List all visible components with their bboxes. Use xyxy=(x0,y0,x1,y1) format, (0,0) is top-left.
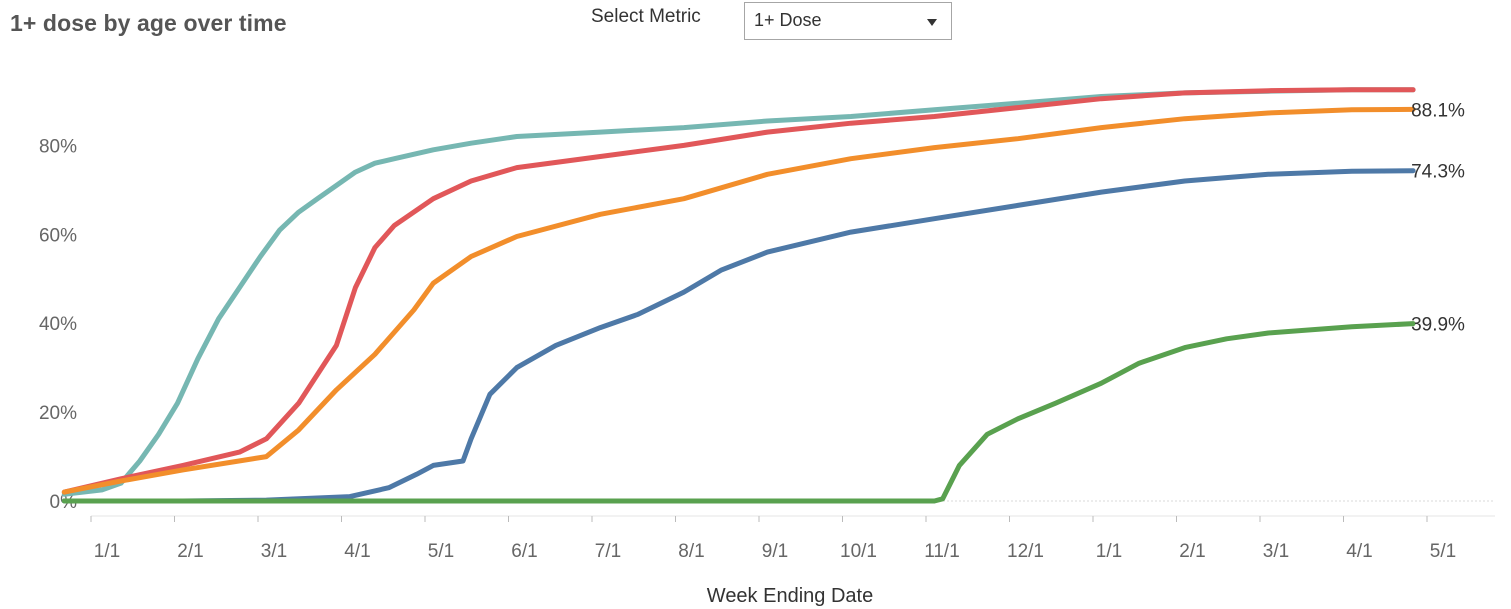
series-line-3[interactable] xyxy=(61,106,1416,495)
x-tick-label: 5/1 xyxy=(428,541,454,562)
x-tick-label: 4/1 xyxy=(344,541,370,562)
x-tick-label: 3/1 xyxy=(1263,541,1289,562)
metric-dropdown-value: 1+ Dose xyxy=(754,10,822,30)
x-tick-label: 8/1 xyxy=(678,541,704,562)
caret-down-icon[interactable] xyxy=(927,19,937,26)
x-tick-label: 10/1 xyxy=(840,541,877,562)
end-labels: 88.1% 74.3% 39.9% xyxy=(1411,100,1465,335)
end-value-label: 39.9% xyxy=(1411,315,1465,336)
x-tick-label: 7/1 xyxy=(595,541,621,562)
x-axis-title: Week Ending Date xyxy=(707,585,873,607)
y-tick-label: 60% xyxy=(39,225,77,246)
x-tick-label: 3/1 xyxy=(261,541,287,562)
y-tick-label: 20% xyxy=(39,403,77,424)
y-tick-label: 80% xyxy=(39,136,77,157)
metric-dropdown[interactable]: 1+ Dose xyxy=(744,2,952,40)
x-tick-label: 11/1 xyxy=(924,541,960,562)
series-line-4[interactable] xyxy=(61,168,1416,504)
x-tick-label: 12/1 xyxy=(1007,541,1044,562)
axes: 0%20%40%60%80%1/1 2/1 3/1 4/1 5/1 6/1 7/1 8/1 9/… xyxy=(39,136,1495,607)
x-tick-label: 1/1 xyxy=(94,541,120,562)
x-tick-label: 5/1 xyxy=(1430,541,1456,562)
end-value-label: 88.1% xyxy=(1411,100,1465,121)
end-value-label: 74.3% xyxy=(1411,162,1465,183)
series-line-1[interactable] xyxy=(61,87,1416,497)
x-tick-label: 9/1 xyxy=(762,541,788,562)
series-line-2[interactable] xyxy=(61,87,1416,495)
y-tick-label: 40% xyxy=(39,314,77,335)
series-line-5[interactable] xyxy=(61,321,1416,504)
x-tick-label: 6/1 xyxy=(511,541,537,562)
series-lines xyxy=(61,87,1416,504)
x-tick-label: 2/1 xyxy=(177,541,203,562)
x-tick-label: 1/1 xyxy=(1096,541,1122,562)
chart-title: 1+ dose by age over time xyxy=(10,10,287,36)
x-tick-label: 2/1 xyxy=(1179,541,1205,562)
select-metric-label: Select Metric xyxy=(591,6,701,27)
x-tick-label: 4/1 xyxy=(1346,541,1372,562)
